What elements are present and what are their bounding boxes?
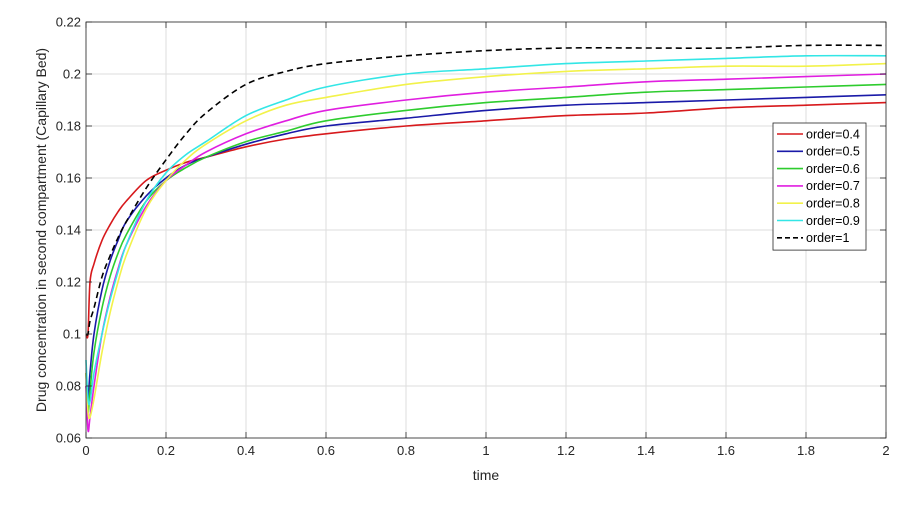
x-tick-label: 0.8 <box>397 443 415 458</box>
x-tick-label: 1.6 <box>717 443 735 458</box>
x-tick-label: 0 <box>82 443 89 458</box>
legend-label: order=0.5 <box>806 145 860 159</box>
x-tick-label: 1.4 <box>637 443 655 458</box>
x-tick-label: 1.2 <box>557 443 575 458</box>
series-line-order=0.6 <box>85 83 887 414</box>
x-axis-label: time <box>473 467 500 483</box>
x-tick-label: 1.8 <box>797 443 815 458</box>
y-axis-ticks: 0.06 0.08 0.1 0.12 0.14 0.16 0.18 0.2 0.22 <box>56 15 886 446</box>
y-tick-label: 0.2 <box>63 67 81 82</box>
y-tick-label: 0.1 <box>63 327 81 342</box>
legend-label: order=0.6 <box>806 162 860 176</box>
y-tick-label: 0.08 <box>56 379 81 394</box>
series-line-order=0.8 <box>85 62 887 420</box>
series-lines <box>85 44 887 433</box>
y-tick-label: 0.22 <box>56 15 81 30</box>
series-line-order=1 <box>85 44 887 336</box>
x-tick-label: 1 <box>482 443 489 458</box>
legend-label: order=0.8 <box>806 197 860 211</box>
y-tick-label: 0.16 <box>56 171 81 186</box>
x-axis-ticks: 0 0.2 0.4 0.6 0.8 1 1.2 1.4 1.6 1.8 2 <box>82 22 890 458</box>
legend-label: order=0.7 <box>806 179 860 193</box>
x-tick-label: 0.4 <box>237 443 255 458</box>
x-tick-label: 0.2 <box>157 443 175 458</box>
y-axis-label: Drug concentration in second compartment… <box>33 48 49 412</box>
series-line-order=0.9 <box>85 54 887 406</box>
y-tick-label: 0.18 <box>56 119 81 134</box>
y-tick-label: 0.14 <box>56 223 81 238</box>
series-line-order=0.7 <box>85 73 887 433</box>
y-tick-label: 0.12 <box>56 275 81 290</box>
y-tick-label: 0.06 <box>56 431 81 446</box>
x-tick-label: 0.6 <box>317 443 335 458</box>
legend-label: order=0.4 <box>806 127 860 141</box>
x-tick-label: 2 <box>882 443 889 458</box>
legend-label: order=0.9 <box>806 214 860 228</box>
legend-label: order=1 <box>806 231 849 245</box>
legend: order=0.4 order=0.5 order=0.6 order=0.7 orde… <box>772 122 867 251</box>
